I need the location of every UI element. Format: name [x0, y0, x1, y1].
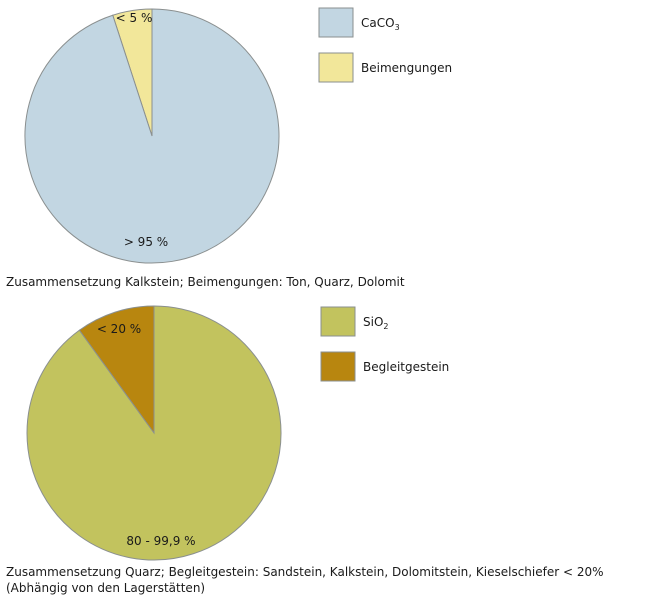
- legend-label-sio2: SiO2: [363, 315, 389, 331]
- pie-chart-quarz-svg: 80 - 99,9 % < 20 % SiO2 Begleitgestein: [26, 305, 449, 561]
- pie-slice-caco3: [24, 8, 280, 264]
- pie-chart-quarz: 80 - 99,9 % < 20 % SiO2 Begleitgestein Zusa…: [0, 300, 660, 603]
- pie-chart-kalkstein-svg: > 95 % < 5 % CaCO3 Beimengungen: [24, 7, 452, 264]
- pie-slice-begleitgestein: [78, 305, 155, 435]
- caption-kalkstein: Zusammensetzung Kalkstein; Beimengungen:…: [6, 275, 405, 289]
- pie-chart-kalkstein: > 95 % < 5 % CaCO3 Beimengungen Zusammenset…: [0, 0, 660, 300]
- legend-label-caco3: CaCO3: [361, 16, 400, 32]
- slice-label-sio2: 80 - 99,9 %: [126, 534, 195, 548]
- legend-swatch-caco3: [318, 7, 354, 38]
- caption-quarz-note: (Abhängig von den Lagerstätten): [6, 581, 206, 595]
- legend-swatch-sio2: [320, 306, 356, 337]
- caption-quarz: Zusammensetzung Quarz; Begleitgestein: S…: [6, 565, 604, 579]
- legend-label-beimengungen: Beimengungen: [361, 61, 452, 75]
- pie-slice-sio2: [26, 305, 282, 561]
- legend-swatch-beimengungen: [318, 52, 354, 83]
- slice-label-begleitgestein: < 20 %: [97, 322, 141, 336]
- legend-swatch-begleitgestein: [320, 351, 356, 382]
- legend-label-begleitgestein: Begleitgestein: [363, 360, 449, 374]
- slice-label-caco3: > 95 %: [124, 235, 168, 249]
- slice-label-beimengungen: < 5 %: [116, 11, 153, 25]
